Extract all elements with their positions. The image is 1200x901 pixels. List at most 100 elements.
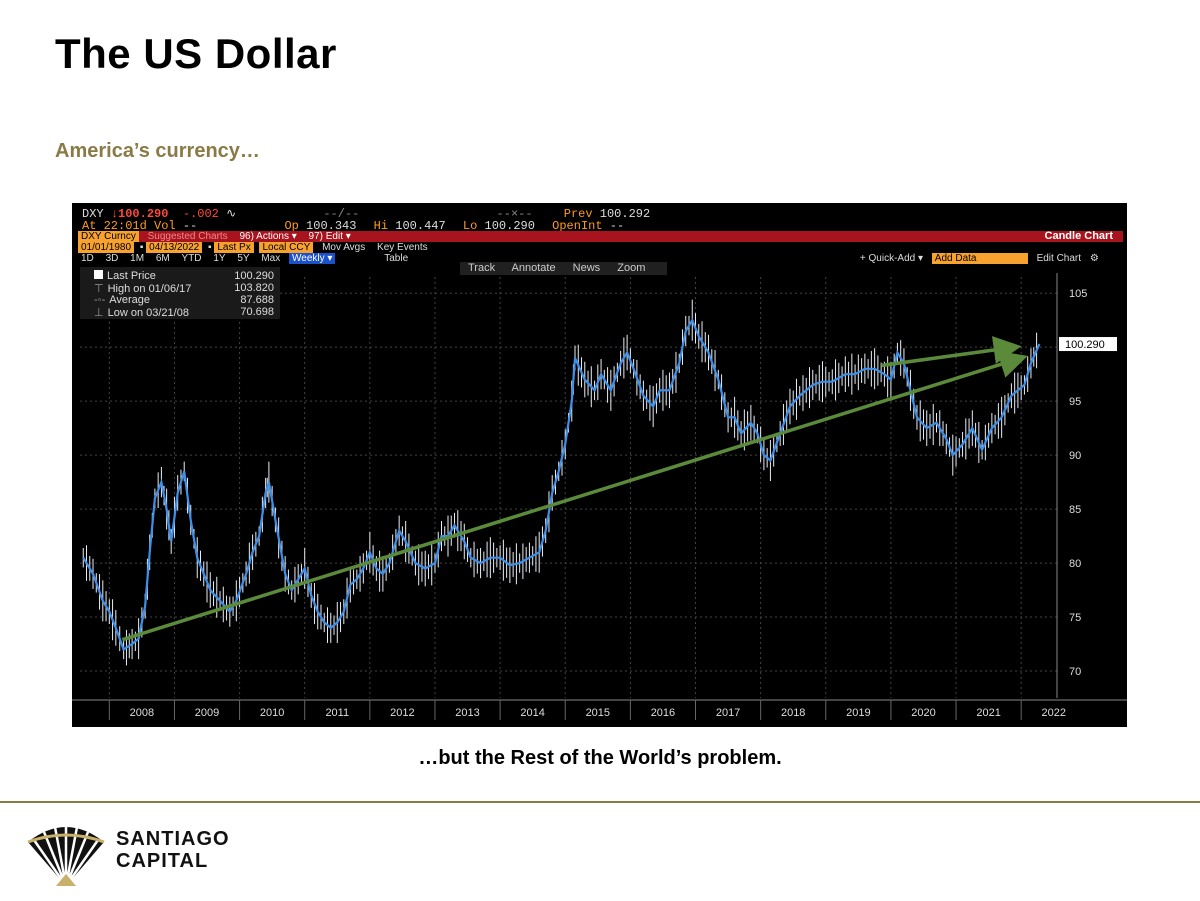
openint-label: OpenInt	[552, 219, 603, 233]
x-tick-label: 2019	[846, 707, 870, 719]
security-field[interactable]: DXY Curncy	[78, 231, 139, 242]
bloomberg-chart-panel: DXY ↓100.290 -.002 ∿ --/-- --×-- Prev 10…	[72, 203, 1127, 727]
legend-row-average: -◦- Average	[94, 294, 151, 306]
period-max[interactable]: Max	[261, 253, 281, 264]
high-value: 100.447	[395, 219, 446, 233]
x-tick-label: 2020	[911, 707, 935, 719]
legend-value-low: 70.698	[240, 306, 274, 318]
date-range-bar: 01/01/1980 ▪ 04/13/2022 ▪ Last Px Local …	[78, 242, 1123, 253]
x-tick-label: 2021	[976, 707, 1000, 719]
chart-type-label[interactable]: Candle Chart	[1044, 230, 1113, 242]
last-value-label: 100.290	[1065, 339, 1105, 351]
x-tick-label: 2018	[781, 707, 805, 719]
footer-divider	[0, 801, 1200, 803]
trend-arrow	[880, 336, 1022, 368]
legend-value-average: 87.688	[240, 294, 274, 306]
security-bar: DXY Curncy Suggested Charts 96) Actions …	[78, 231, 1123, 242]
period-bar: 1D 3D 1M 6M YTD 1Y 5Y Max Weekly ▾ Table…	[78, 253, 1123, 264]
period-1y[interactable]: 1Y	[213, 253, 226, 264]
x-tick-label: 2012	[390, 707, 414, 719]
frequency-select[interactable]: Weekly ▾	[289, 253, 336, 264]
vol-label: Vol	[154, 219, 176, 233]
period-5y[interactable]: 5Y	[237, 253, 250, 264]
scallop-shell-logo-icon	[27, 825, 105, 887]
actions-menu[interactable]: 96) Actions ▾	[239, 231, 297, 242]
period-ytd[interactable]: YTD	[181, 253, 202, 264]
legend-value-last: 100.290	[234, 270, 274, 282]
company-logo-text: SANTIAGO CAPITAL	[116, 828, 230, 872]
y-tick-label: 85	[1069, 504, 1081, 516]
low-value: 100.290	[484, 219, 535, 233]
sparkline-icon: ∿	[226, 207, 237, 221]
slide-caption: …but the Rest of the World’s problem.	[418, 747, 782, 769]
annotate-tool[interactable]: Annotate	[511, 262, 556, 274]
down-arrow-icon: ↓	[110, 207, 119, 221]
calendar-icon[interactable]: ▪	[208, 242, 212, 253]
period-1d[interactable]: 1D	[81, 253, 94, 264]
high-label: Hi	[373, 219, 389, 233]
prev-value: 100.292	[599, 207, 651, 221]
low-label: Lo	[462, 219, 478, 233]
legend-row-high: ⊤ High on 01/06/17	[94, 283, 192, 295]
y-tick-label: 70	[1069, 666, 1081, 678]
x-tick-label: 2013	[455, 707, 479, 719]
trend-arrow	[121, 350, 1028, 642]
period-3d[interactable]: 3D	[105, 253, 119, 264]
slide-title: The US Dollar	[55, 30, 337, 77]
x-tick-label: 2010	[260, 707, 284, 719]
add-data-input[interactable]: Add Data	[931, 253, 1028, 264]
suggested-charts-button[interactable]: Suggested Charts	[147, 231, 228, 242]
y-tick-label: 80	[1069, 558, 1081, 570]
mov-avgs-toggle[interactable]: Mov Avgs	[322, 242, 366, 253]
end-date-field[interactable]: 04/13/2022	[146, 242, 203, 253]
y-tick-label: 90	[1069, 450, 1081, 462]
ticker: DXY	[82, 207, 104, 221]
key-events-toggle[interactable]: Key Events	[377, 242, 428, 253]
price-chart[interactable]: 70 75 80 85 90 95 105 2008 2009 2010 2011 2012 2013 2…	[72, 203, 1127, 727]
slide-subtitle: America’s currency…	[55, 140, 260, 162]
period-1m[interactable]: 1M	[130, 253, 145, 264]
logo-line1: SANTIAGO	[116, 828, 230, 850]
openint-value: --	[609, 219, 625, 233]
x-tick-label: 2011	[325, 707, 349, 719]
y-tick-label: 75	[1069, 612, 1081, 624]
chart-toolbar: Track Annotate News Zoom	[460, 262, 668, 275]
prev-label: Prev	[563, 207, 593, 221]
open-value: 100.343	[306, 219, 357, 233]
open-label: Op	[284, 219, 299, 233]
x-tick-label: 2015	[586, 707, 610, 719]
start-date-field[interactable]: 01/01/1980	[78, 242, 135, 253]
quote-header-line1: DXY ↓100.290 -.002 ∿ --/-- --×-- Prev 10…	[82, 207, 651, 221]
quick-add-button[interactable]: + Quick-Add ▾	[859, 253, 924, 264]
zoom-tool[interactable]: Zoom	[617, 262, 646, 274]
time-label: At 22:01d	[82, 219, 147, 233]
legend-row-low: ⊥ Low on 03/21/08	[94, 307, 189, 319]
table-button[interactable]: Table	[384, 253, 409, 264]
currency-select[interactable]: Local CCY	[259, 242, 314, 253]
logo-line2: CAPITAL	[116, 850, 209, 872]
field-select[interactable]: Last Px	[214, 242, 254, 253]
y-tick-label: 95	[1069, 396, 1081, 408]
x-tick-label: 2016	[651, 707, 675, 719]
period-6m[interactable]: 6M	[155, 253, 170, 264]
price-change: -.002	[182, 207, 219, 221]
y-tick-label: 105	[1069, 288, 1087, 300]
track-tool[interactable]: Track	[468, 262, 496, 274]
x-tick-label: 2017	[716, 707, 740, 719]
x-tick-label: 2014	[520, 707, 544, 719]
last-price: 100.290	[118, 207, 169, 221]
edit-menu[interactable]: 97) Edit ▾	[308, 231, 351, 242]
edit-chart-button[interactable]: Edit Chart	[1036, 253, 1082, 264]
chart-legend: Last Price 100.290 ⊤ High on 01/06/17 103…	[80, 267, 280, 319]
x-tick-label: 2009	[195, 707, 219, 719]
last-value-tag	[1059, 337, 1117, 352]
news-tool[interactable]: News	[572, 262, 601, 274]
legend-row-last: Last Price	[94, 270, 156, 282]
settings-icon[interactable]: ⚙	[1089, 253, 1099, 264]
vol-value: --	[182, 219, 198, 233]
legend-value-high: 103.820	[234, 282, 274, 294]
quote-header-line2: At 22:01d Vol -- Op 100.343 Hi 100.447 L…	[82, 219, 624, 233]
x-tick-label: 2022	[1042, 707, 1066, 719]
x-tick-label: 2008	[130, 707, 154, 719]
calendar-icon[interactable]: ▪	[139, 242, 144, 253]
